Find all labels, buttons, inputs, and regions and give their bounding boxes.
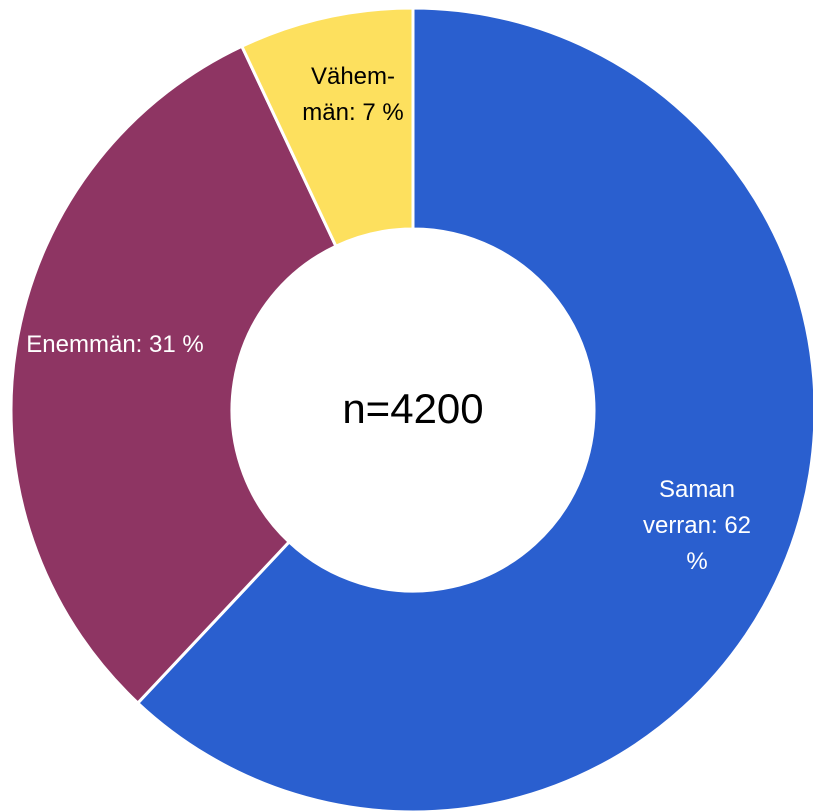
donut-slice <box>9 44 338 706</box>
center-label: n=4200 <box>342 385 484 432</box>
data-label: Saman verran: 62 % <box>642 476 752 575</box>
data-label: Vähem­män: 7 % <box>302 63 404 126</box>
donut-slice <box>135 6 813 812</box>
data-label: Enemmän: 31 % <box>26 331 204 358</box>
donut-slice <box>239 6 415 249</box>
